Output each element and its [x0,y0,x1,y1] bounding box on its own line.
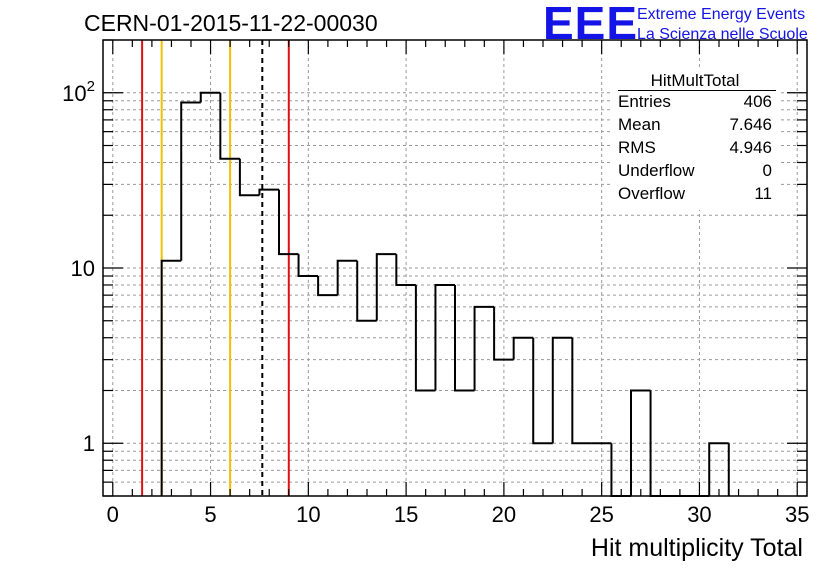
histogram-bin [336,259,358,296]
histogram-bin [493,306,514,361]
y-tick-label: 10 [71,256,95,281]
stats-value: 11 [754,184,772,203]
x-tick-label: 5 [204,502,216,527]
histogram-bin [571,337,592,445]
histogram-bin [297,254,319,278]
histogram-bin [180,101,201,261]
x-axis: 0 5 10 15 20 25 30 35 [107,40,809,527]
histogram-bin [630,389,651,496]
stats-value: 406 [743,92,772,111]
histogram-bin [160,259,182,496]
stats-row-overflow: Overflow 11 [618,184,772,207]
histogram-series [160,91,730,497]
x-tick-label: 25 [589,502,613,527]
histogram-bin [551,336,573,444]
reference-lines [141,40,290,496]
x-tick-label: 30 [687,502,711,527]
x-axis-label: Hit multiplicity Total [590,534,803,562]
x-tick-label: 15 [394,502,418,527]
histogram-bin [454,284,475,392]
y-tick-label-exponent: 2 [87,78,95,95]
histogram-bin [473,305,495,391]
stats-row-entries: Entries 406 [618,92,772,115]
histogram-bin [512,336,534,360]
y-tick-label: 1 [83,431,95,456]
stats-row-underflow: Underflow 0 [618,161,772,184]
stats-value: 4.946 [729,138,772,157]
stats-row-rms: RMS 4.946 [618,138,772,161]
histogram-bin [356,260,377,322]
histogram-bin [395,254,416,286]
histogram-bin [199,91,221,103]
stats-key: RMS [618,138,656,157]
grid-lines [103,39,807,497]
histogram-bin [219,92,240,160]
stats-key: Mean [618,115,661,134]
stats-key: Entries [618,92,671,111]
histogram-bin [278,189,299,256]
histogram-bin [414,284,436,392]
logo-line-2: La Scienza nelle Scuole [637,26,808,43]
histogram-bin [708,442,729,496]
x-tick-label: 35 [785,502,809,527]
x-tick-label: 20 [492,502,516,527]
histogram-bin [434,283,455,391]
x-tick-label: 0 [107,502,119,527]
run-title: CERN-01-2015-11-22-00030 [84,10,378,36]
histogram-bin [258,188,279,196]
y-tick-label-base: 10 [62,81,86,106]
histogram-bin [532,337,553,445]
logo-line-1: Extreme Energy Events [637,6,806,23]
histogram-bin [375,253,397,321]
stats-row-mean: Mean 7.646 [618,115,772,138]
stats-box: HitMultTotal Entries 406 Mean 7.646 RMS … [612,68,778,210]
stats-value: 7.646 [729,115,772,134]
stats-title: HitMultTotal [650,71,740,90]
y-tick-label: 102 [62,78,95,106]
histogram-bin [317,276,338,297]
histogram-bin [238,158,260,197]
stats-divider [618,90,776,91]
stats-value: 0 [762,161,772,180]
logo-mark: EEE [543,0,639,49]
stats-key: Underflow [618,161,695,180]
x-tick-label: 10 [296,502,320,527]
stats-key: Overflow [618,184,686,203]
